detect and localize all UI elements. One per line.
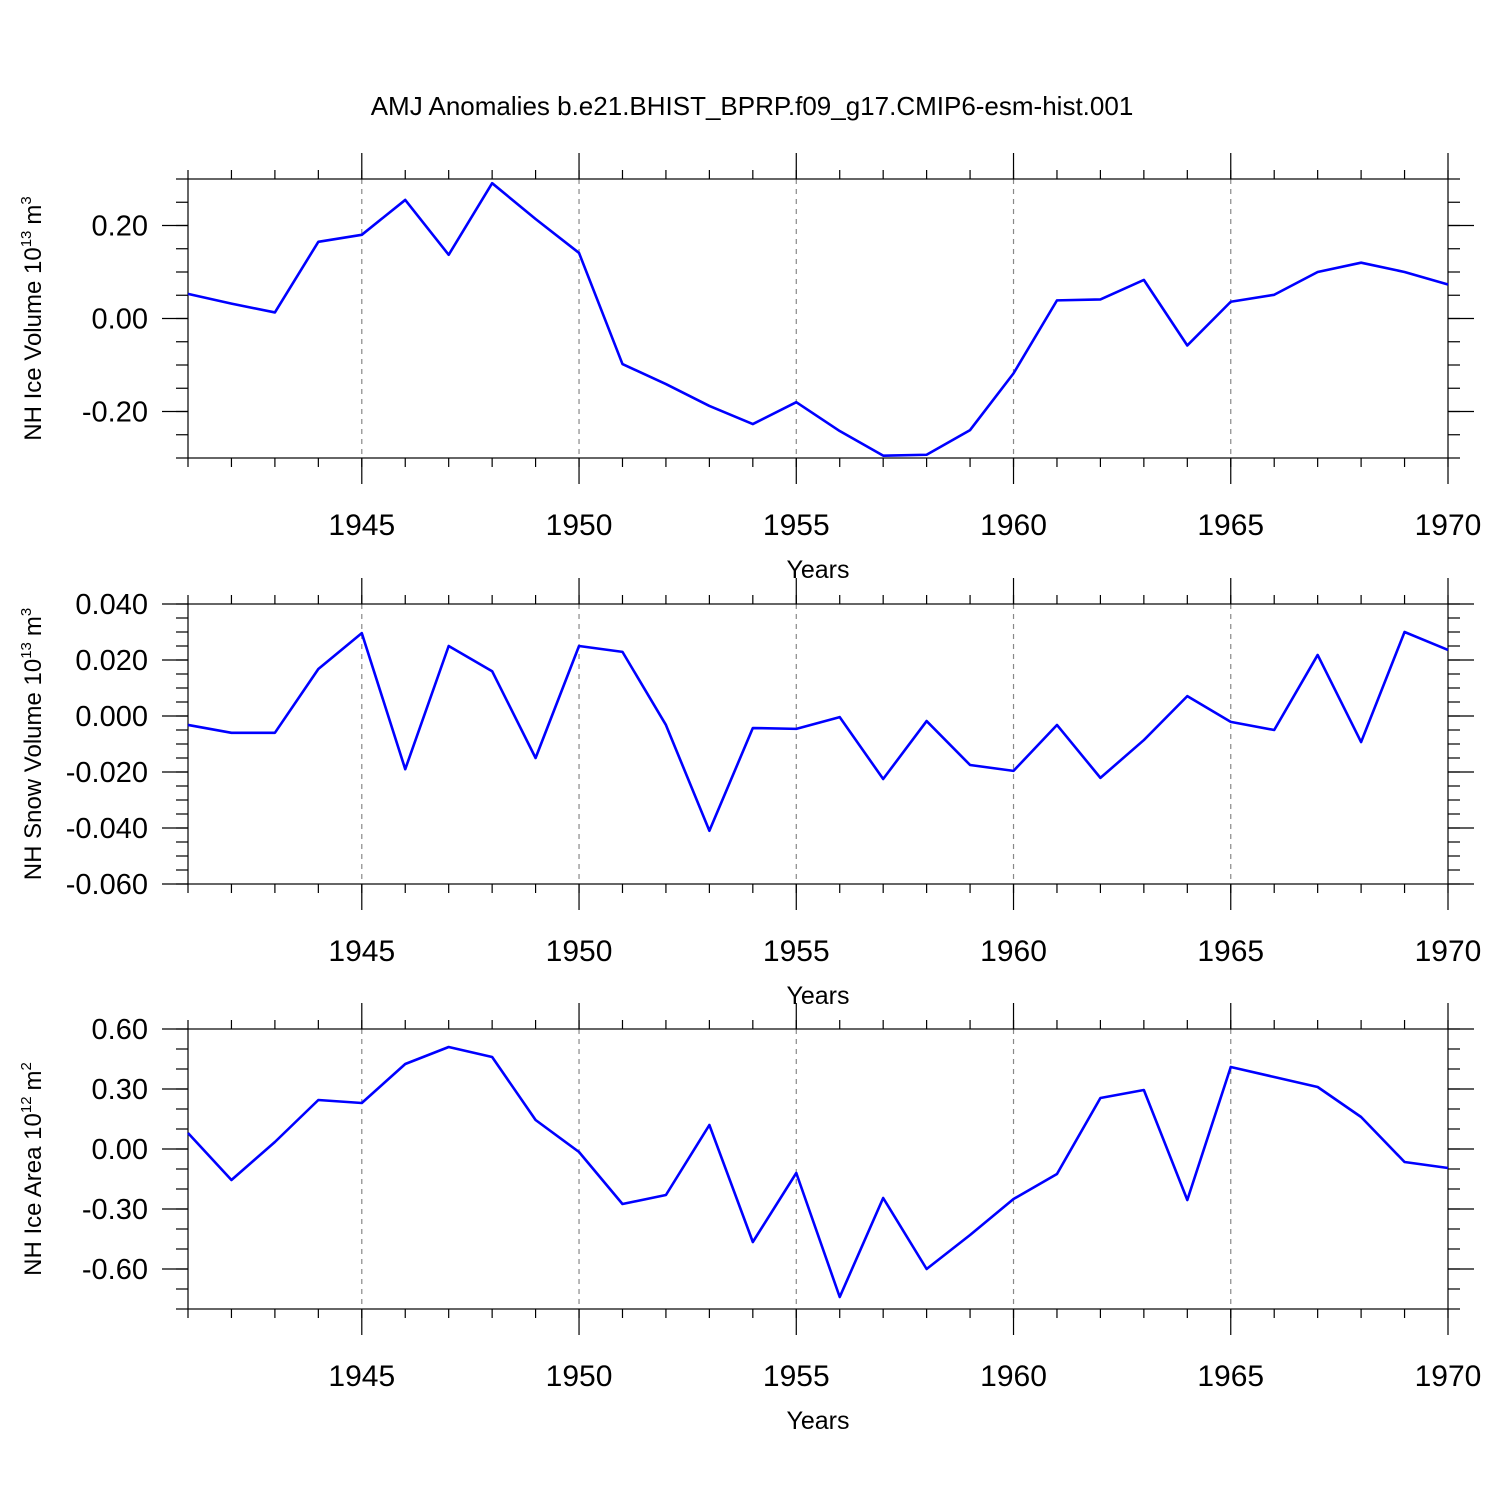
chart-title: AMJ Anomalies b.e21.BHIST_BPRP.f09_g17.C…: [371, 91, 1134, 121]
plot-frame: [187, 603, 1449, 885]
x-tick-label: 1955: [763, 509, 830, 542]
x-tick-label: 1970: [1415, 935, 1482, 968]
x-tick-label: 1965: [1197, 1360, 1264, 1393]
x-tick-label: 1960: [980, 935, 1047, 968]
x-tick-label: 1945: [328, 935, 395, 968]
y-label-text: NH Ice Area 10: [20, 1113, 47, 1276]
y-tick-label: 0.020: [75, 645, 148, 677]
data-line: [187, 181, 1449, 457]
y-tick-label: -0.040: [66, 813, 148, 845]
y-tick-label: 0.60: [92, 1014, 148, 1046]
data-line: [187, 1045, 1449, 1299]
y-label-exponent: 13: [18, 642, 35, 659]
y-label-text: NH Ice Volume 10: [20, 247, 47, 440]
x-tick-label: 1955: [763, 935, 830, 968]
y-tick-label: -0.020: [66, 757, 148, 789]
y-label-unit: m: [20, 1070, 47, 1090]
x-axis-label: Years: [786, 1407, 849, 1435]
x-tick-label: 1960: [980, 1360, 1047, 1393]
x-axis-label: Years: [786, 982, 849, 1010]
y-tick-label: 0.00: [92, 1134, 148, 1166]
x-tick-label: 1950: [546, 935, 613, 968]
y-label-text: NH Snow Volume 10: [20, 659, 47, 880]
y-axis-label: NH Snow Volume 1013 m3: [18, 608, 47, 880]
plot-frame: [187, 1028, 1449, 1310]
y-tick-label: -0.060: [66, 869, 148, 901]
y-tick-label: 0.040: [75, 589, 148, 621]
y-label-unit: m: [20, 616, 47, 636]
x-tick-label: 1950: [546, 1360, 613, 1393]
y-tick-label: -0.60: [82, 1254, 148, 1286]
y-label-exponent: 12: [18, 1096, 35, 1113]
y-label-unit: m: [20, 205, 47, 225]
y-label-exponent: 13: [18, 231, 35, 248]
y-label-unit-exponent: 3: [18, 196, 35, 204]
x-tick-label: 1970: [1415, 509, 1482, 542]
y-tick-label: -0.20: [82, 397, 148, 429]
x-tick-label: 1945: [328, 1360, 395, 1393]
x-tick-label: 1960: [980, 509, 1047, 542]
x-tick-label: 1945: [328, 509, 395, 542]
x-tick-label: 1965: [1197, 935, 1264, 968]
y-label-unit-exponent: 2: [18, 1062, 35, 1070]
y-tick-label: 0.000: [75, 701, 148, 733]
plot-frame: [187, 178, 1449, 459]
y-tick-label: -0.30: [82, 1194, 148, 1226]
x-tick-label: 1970: [1415, 1360, 1482, 1393]
y-tick-label: 0.00: [92, 304, 148, 336]
y-tick-label: 0.20: [92, 211, 148, 243]
x-tick-label: 1955: [763, 1360, 830, 1393]
x-tick-label: 1965: [1197, 509, 1264, 542]
x-axis-label: Years: [786, 556, 849, 584]
y-axis-label: NH Ice Volume 1013 m3: [18, 196, 47, 440]
y-tick-label: 0.30: [92, 1074, 148, 1106]
y-axis-label: NH Ice Area 1012 m2: [18, 1062, 47, 1276]
data-line: [187, 630, 1449, 833]
x-tick-label: 1950: [546, 509, 613, 542]
y-label-unit-exponent: 3: [18, 608, 35, 616]
